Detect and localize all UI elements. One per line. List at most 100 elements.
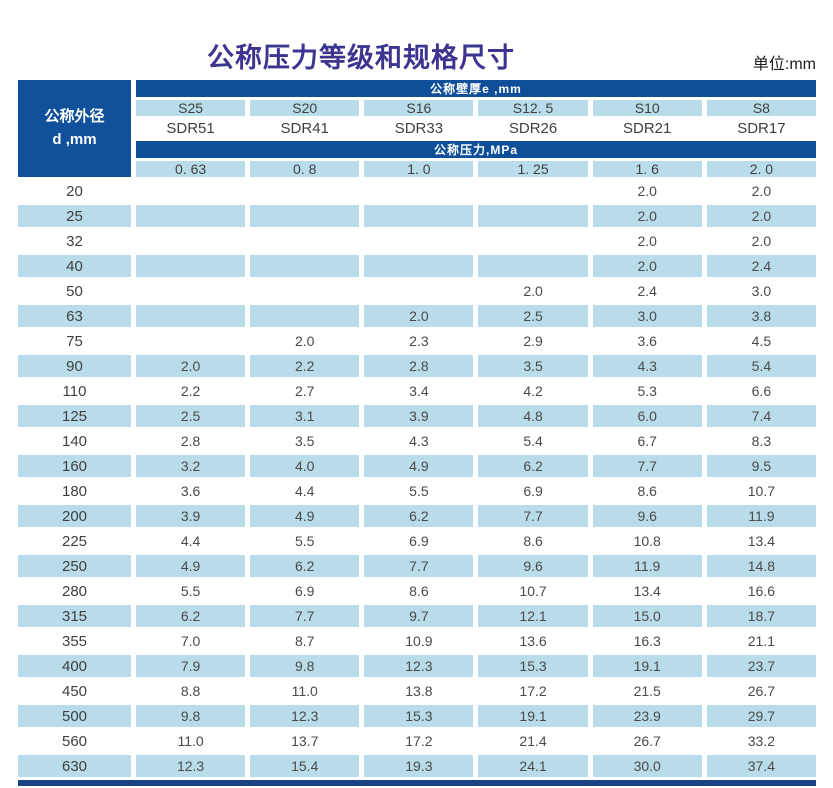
thickness-cell: 6.2 bbox=[136, 605, 246, 627]
thickness-cell: 9.7 bbox=[364, 605, 474, 627]
thickness-cell bbox=[250, 205, 360, 227]
diameter-cell: 280 bbox=[18, 580, 131, 602]
thickness-cell: 19.1 bbox=[592, 655, 702, 677]
table-row: 32 2.0 2.0 bbox=[18, 230, 816, 252]
table-row: 20 2.0 2.0 bbox=[18, 180, 816, 202]
sdr-label-cell: SDR17 bbox=[706, 119, 816, 138]
thickness-cell bbox=[250, 180, 360, 202]
table-row: 140 2.8 3.5 4.3 5.4 6.7 8.3 bbox=[18, 430, 816, 452]
thickness-cell: 9.6 bbox=[592, 505, 702, 527]
thickness-cell: 3.4 bbox=[364, 380, 474, 402]
thickness-cell: 2.2 bbox=[250, 355, 360, 377]
thickness-cell bbox=[136, 205, 246, 227]
pressure-value-cell: 2. 0 bbox=[706, 161, 816, 177]
thickness-cell bbox=[250, 305, 360, 327]
pressure-value-cell: 1. 25 bbox=[478, 161, 588, 177]
table-row: 180 3.6 4.4 5.5 6.9 8.6 10.7 bbox=[18, 480, 816, 502]
thickness-cell: 7.7 bbox=[592, 455, 702, 477]
thickness-cell: 8.6 bbox=[364, 580, 474, 602]
thickness-cell: 13.8 bbox=[364, 680, 474, 702]
thickness-cell: 7.0 bbox=[136, 630, 246, 652]
thickness-cell: 29.7 bbox=[706, 705, 816, 727]
thickness-cell bbox=[478, 255, 588, 277]
thickness-cell: 11.9 bbox=[706, 505, 816, 527]
thickness-cell: 4.5 bbox=[706, 330, 816, 352]
thickness-cell bbox=[364, 180, 474, 202]
thickness-cell: 13.7 bbox=[250, 730, 360, 752]
thickness-cell: 6.0 bbox=[592, 405, 702, 427]
thickness-cell: 2.3 bbox=[364, 330, 474, 352]
thickness-cell bbox=[250, 280, 360, 302]
thickness-cell: 37.4 bbox=[706, 755, 816, 777]
thickness-cell: 5.4 bbox=[706, 355, 816, 377]
thickness-cell: 15.3 bbox=[364, 705, 474, 727]
thickness-cell: 3.0 bbox=[706, 280, 816, 302]
thickness-cell: 6.9 bbox=[364, 530, 474, 552]
thickness-cell: 5.3 bbox=[592, 380, 702, 402]
thickness-cell: 19.3 bbox=[364, 755, 474, 777]
thickness-cell: 2.5 bbox=[136, 405, 246, 427]
diameter-cell: 500 bbox=[18, 705, 131, 727]
thickness-cell: 2.5 bbox=[478, 305, 588, 327]
thickness-cell: 15.4 bbox=[250, 755, 360, 777]
table-row: 40 2.0 2.4 bbox=[18, 255, 816, 277]
thickness-cell: 17.2 bbox=[364, 730, 474, 752]
thickness-cell bbox=[478, 230, 588, 252]
thickness-cell: 2.4 bbox=[706, 255, 816, 277]
diameter-cell: 63 bbox=[18, 305, 131, 327]
thickness-cell: 2.0 bbox=[706, 205, 816, 227]
thickness-cell: 9.5 bbox=[706, 455, 816, 477]
thickness-cell: 3.9 bbox=[136, 505, 246, 527]
thickness-cell: 13.4 bbox=[592, 580, 702, 602]
thickness-cell: 18.7 bbox=[706, 605, 816, 627]
thickness-cell: 6.6 bbox=[706, 380, 816, 402]
thickness-cell: 2.0 bbox=[706, 230, 816, 252]
thickness-cell bbox=[136, 280, 246, 302]
thickness-cell: 2.8 bbox=[364, 355, 474, 377]
thickness-cell: 2.0 bbox=[592, 205, 702, 227]
series-label-cell: S16 bbox=[364, 100, 474, 116]
unit-label: 单位:mm bbox=[752, 56, 816, 73]
thickness-cell: 12.3 bbox=[250, 705, 360, 727]
diameter-cell: 40 bbox=[18, 255, 131, 277]
thickness-cell: 11.9 bbox=[592, 555, 702, 577]
thickness-cell: 6.7 bbox=[592, 430, 702, 452]
thickness-cell: 21.4 bbox=[478, 730, 588, 752]
thickness-cell: 10.9 bbox=[364, 630, 474, 652]
table-row: 250 4.9 6.2 7.7 9.6 11.9 14.8 bbox=[18, 555, 816, 577]
thickness-cell: 11.0 bbox=[136, 730, 246, 752]
thickness-cell: 4.2 bbox=[478, 380, 588, 402]
thickness-cell: 4.9 bbox=[364, 455, 474, 477]
thickness-cell: 10.7 bbox=[706, 480, 816, 502]
thickness-cell: 8.8 bbox=[136, 680, 246, 702]
thickness-cell: 2.0 bbox=[364, 305, 474, 327]
diameter-cell: 125 bbox=[18, 405, 131, 427]
pressure-band: 公称压力,MPa bbox=[136, 141, 816, 158]
thickness-cell: 2.0 bbox=[250, 330, 360, 352]
thickness-cell: 21.5 bbox=[592, 680, 702, 702]
thickness-cell: 16.6 bbox=[706, 580, 816, 602]
table-row: 160 3.2 4.0 4.9 6.2 7.7 9.5 bbox=[18, 455, 816, 477]
table-row: 200 3.9 4.9 6.2 7.7 9.6 11.9 bbox=[18, 505, 816, 527]
thickness-cell: 2.8 bbox=[136, 430, 246, 452]
thickness-cell: 3.5 bbox=[250, 430, 360, 452]
thickness-cell: 2.0 bbox=[478, 280, 588, 302]
table-row: 355 7.0 8.7 10.9 13.6 16.3 21.1 bbox=[18, 630, 816, 652]
series-label-cell: S8 bbox=[706, 100, 816, 116]
thickness-cell: 2.0 bbox=[592, 255, 702, 277]
diameter-cell: 160 bbox=[18, 455, 131, 477]
diameter-cell: 140 bbox=[18, 430, 131, 452]
thickness-cell: 6.2 bbox=[478, 455, 588, 477]
diameter-cell: 180 bbox=[18, 480, 131, 502]
thickness-cell: 5.5 bbox=[364, 480, 474, 502]
series-label-cell: S12. 5 bbox=[478, 100, 588, 116]
thickness-cell: 11.0 bbox=[250, 680, 360, 702]
thickness-cell: 2.0 bbox=[706, 180, 816, 202]
thickness-cell bbox=[136, 255, 246, 277]
table-row: 25 2.0 2.0 bbox=[18, 205, 816, 227]
thickness-cell: 3.6 bbox=[592, 330, 702, 352]
thickness-cell: 24.1 bbox=[478, 755, 588, 777]
bottom-bar bbox=[18, 780, 816, 786]
table-row: 225 4.4 5.5 6.9 8.6 10.8 13.4 bbox=[18, 530, 816, 552]
diameter-cell: 20 bbox=[18, 180, 131, 202]
